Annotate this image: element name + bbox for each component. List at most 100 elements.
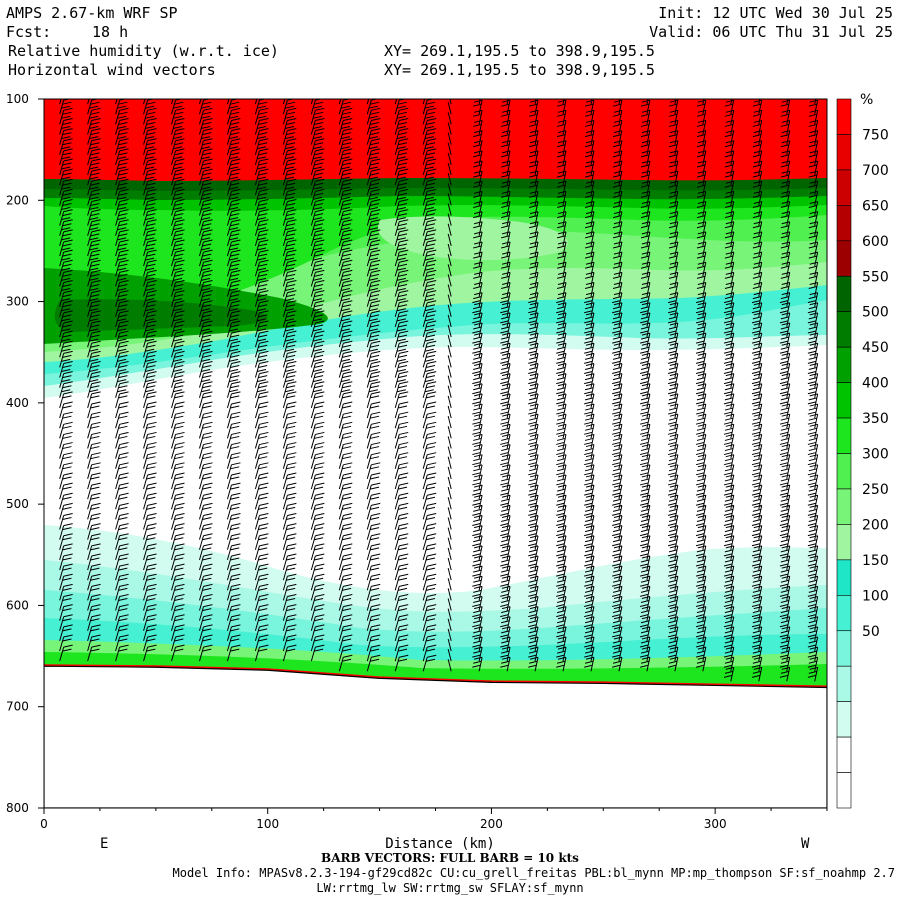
- wind-barb: [472, 636, 483, 652]
- y-tick-label: 400: [6, 396, 29, 410]
- wind-barb: [612, 342, 623, 358]
- wind-barb: [556, 261, 567, 277]
- wind-barb: [143, 107, 157, 125]
- wind-barb: [143, 452, 157, 469]
- wind-barb: [723, 352, 735, 368]
- wind-barb: [472, 312, 483, 327]
- wind-barb: [556, 180, 567, 196]
- wind-barb: [472, 454, 483, 469]
- wind-barb: [143, 148, 157, 165]
- wind-barb: [171, 553, 185, 571]
- wind-barb: [310, 583, 325, 601]
- wind-barb: [199, 239, 213, 257]
- wind-barb: [59, 290, 73, 307]
- wind-barb: [87, 178, 101, 196]
- wind-barb: [254, 107, 269, 125]
- wind-barb: [310, 198, 325, 216]
- wind-barb: [199, 462, 213, 479]
- wind-barb: [724, 282, 735, 297]
- wind-barb: [394, 594, 409, 611]
- wind-barb: [529, 231, 539, 246]
- wind-barb: [472, 342, 483, 358]
- wind-barb: [723, 444, 735, 459]
- colorbar-label: 600: [862, 234, 889, 250]
- wind-barb: [724, 211, 735, 226]
- wind-barb: [115, 452, 129, 469]
- wind-barb: [199, 604, 213, 621]
- wind-barb: [667, 555, 679, 571]
- wind-barb: [723, 585, 735, 601]
- wind-barb: [668, 130, 679, 145]
- wind-barb: [612, 130, 623, 145]
- wind-barb: [667, 616, 679, 631]
- wind-barb: [87, 340, 101, 358]
- wind-barb: [529, 109, 539, 125]
- wind-barb: [501, 231, 511, 246]
- wind-barb: [87, 634, 101, 652]
- wind-barb: [115, 583, 129, 601]
- wind-barb: [500, 606, 511, 621]
- wind-barb: [282, 421, 297, 439]
- wind-barb: [724, 150, 735, 165]
- wind-barb: [584, 352, 595, 368]
- wind-barb: [310, 168, 325, 186]
- wind-barb: [282, 188, 297, 206]
- wind-barb: [751, 616, 763, 631]
- wind-barb: [226, 604, 241, 621]
- wind-barb: [584, 261, 595, 277]
- wind-barb: [115, 553, 129, 571]
- wind-barb: [422, 330, 437, 348]
- wind-barb: [500, 616, 511, 631]
- wind-barb: [500, 464, 511, 479]
- wind-barb: [724, 140, 735, 155]
- wind-barb: [366, 553, 381, 571]
- wind-barb: [59, 634, 73, 652]
- wind-barb: [199, 128, 213, 145]
- wind-barb: [472, 646, 483, 662]
- wind-barb: [338, 158, 353, 176]
- wind-barb: [473, 261, 483, 277]
- wind-barb: [472, 585, 483, 601]
- wind-barb: [143, 117, 157, 135]
- wind-barb: [472, 606, 483, 621]
- wind-barb: [584, 535, 595, 550]
- wind-barb: [310, 634, 325, 652]
- wind-barb: [447, 486, 452, 500]
- wind-barb: [171, 350, 185, 368]
- wind-barb: [695, 514, 707, 530]
- wind-barb: [226, 219, 241, 236]
- wind-barb: [254, 371, 269, 388]
- wind-barb: [500, 565, 511, 581]
- wind-barb: [422, 219, 437, 236]
- wind-barb: [422, 249, 437, 267]
- wind-barb: [472, 332, 483, 348]
- wind-barb: [115, 533, 129, 550]
- wind-barb: [640, 241, 651, 257]
- wind-barb: [143, 350, 157, 368]
- wind-barb: [667, 373, 679, 388]
- wind-barb: [612, 241, 623, 257]
- wind-barb: [282, 502, 297, 520]
- colorbar-swatch: [836, 594, 852, 632]
- wind-barb: [226, 259, 241, 277]
- wind-barb: [59, 502, 73, 520]
- wind-barb: [366, 502, 381, 520]
- wind-barb: [422, 158, 437, 176]
- wind-barb: [529, 170, 539, 186]
- wind-barb: [115, 624, 129, 642]
- radiation-info: LW:rrtmg_lw SW:rrtmg_sw SFLAY:sf_mynn: [316, 881, 583, 895]
- wind-barb: [338, 644, 353, 662]
- plot-field: [44, 99, 827, 808]
- wind-barb: [143, 330, 157, 348]
- wind-barb: [254, 634, 269, 652]
- wind-barb: [695, 433, 707, 449]
- wind-barb: [472, 484, 483, 500]
- wind-barb: [472, 656, 483, 672]
- wind-barb: [556, 504, 567, 520]
- wind-barb: [696, 130, 707, 145]
- wind-barb: [639, 322, 651, 338]
- wind-barb: [807, 535, 819, 550]
- wind-barb: [447, 578, 452, 591]
- wind-barb: [310, 280, 325, 297]
- wind-barb: [199, 138, 213, 155]
